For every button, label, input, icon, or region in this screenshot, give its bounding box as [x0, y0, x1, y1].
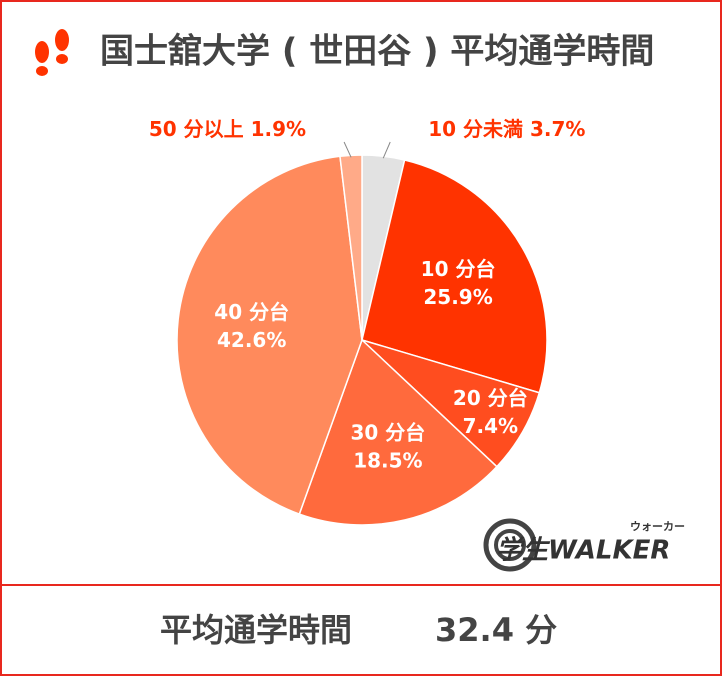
pie-slice: [176, 155, 363, 516]
footer-value: 32.4 分: [435, 611, 557, 649]
slice-value: 3.7%: [530, 117, 585, 141]
slice-value: 7.4%: [463, 414, 518, 438]
logo-ruby: ウォーカー: [630, 520, 685, 533]
logo-text: 学生WALKER: [496, 536, 670, 566]
outer-label: 50 分以上 1.9%: [149, 117, 306, 141]
chart-title: 国士舘大学 ( 世田谷 ) 平均通学時間: [100, 32, 654, 72]
slice-category: 20 分台: [453, 386, 528, 410]
slice-value: 42.6%: [217, 328, 286, 352]
slice-value: 1.9%: [251, 117, 306, 141]
slice-value: 18.5%: [353, 448, 422, 472]
pie-slice: [339, 154, 363, 341]
footer-box: [0, 584, 722, 676]
slice-category: 10 分未満: [428, 117, 523, 141]
pie-slice: [298, 338, 498, 526]
slice-category: 50 分以上: [149, 117, 244, 141]
slice-value: 25.9%: [423, 285, 492, 309]
slice-category: 10 分台: [421, 257, 496, 281]
slice-category: 40 分台: [214, 300, 289, 324]
leader-line: [382, 141, 391, 159]
footer-label: 平均通学時間: [160, 611, 352, 649]
slice-category: 30 分台: [351, 420, 426, 444]
pie: 10 分未満 3.7% 10 分台 25.9% 20 分台 7.4% 30 分台 18.5%…: [149, 117, 585, 526]
outer-label: 10 分未満 3.7%: [428, 117, 585, 141]
leader-line: [343, 141, 352, 158]
pie-slice: [361, 159, 548, 394]
logo: 学生WALKER ウォーカー: [483, 518, 685, 572]
footprints-icon: [35, 29, 69, 76]
